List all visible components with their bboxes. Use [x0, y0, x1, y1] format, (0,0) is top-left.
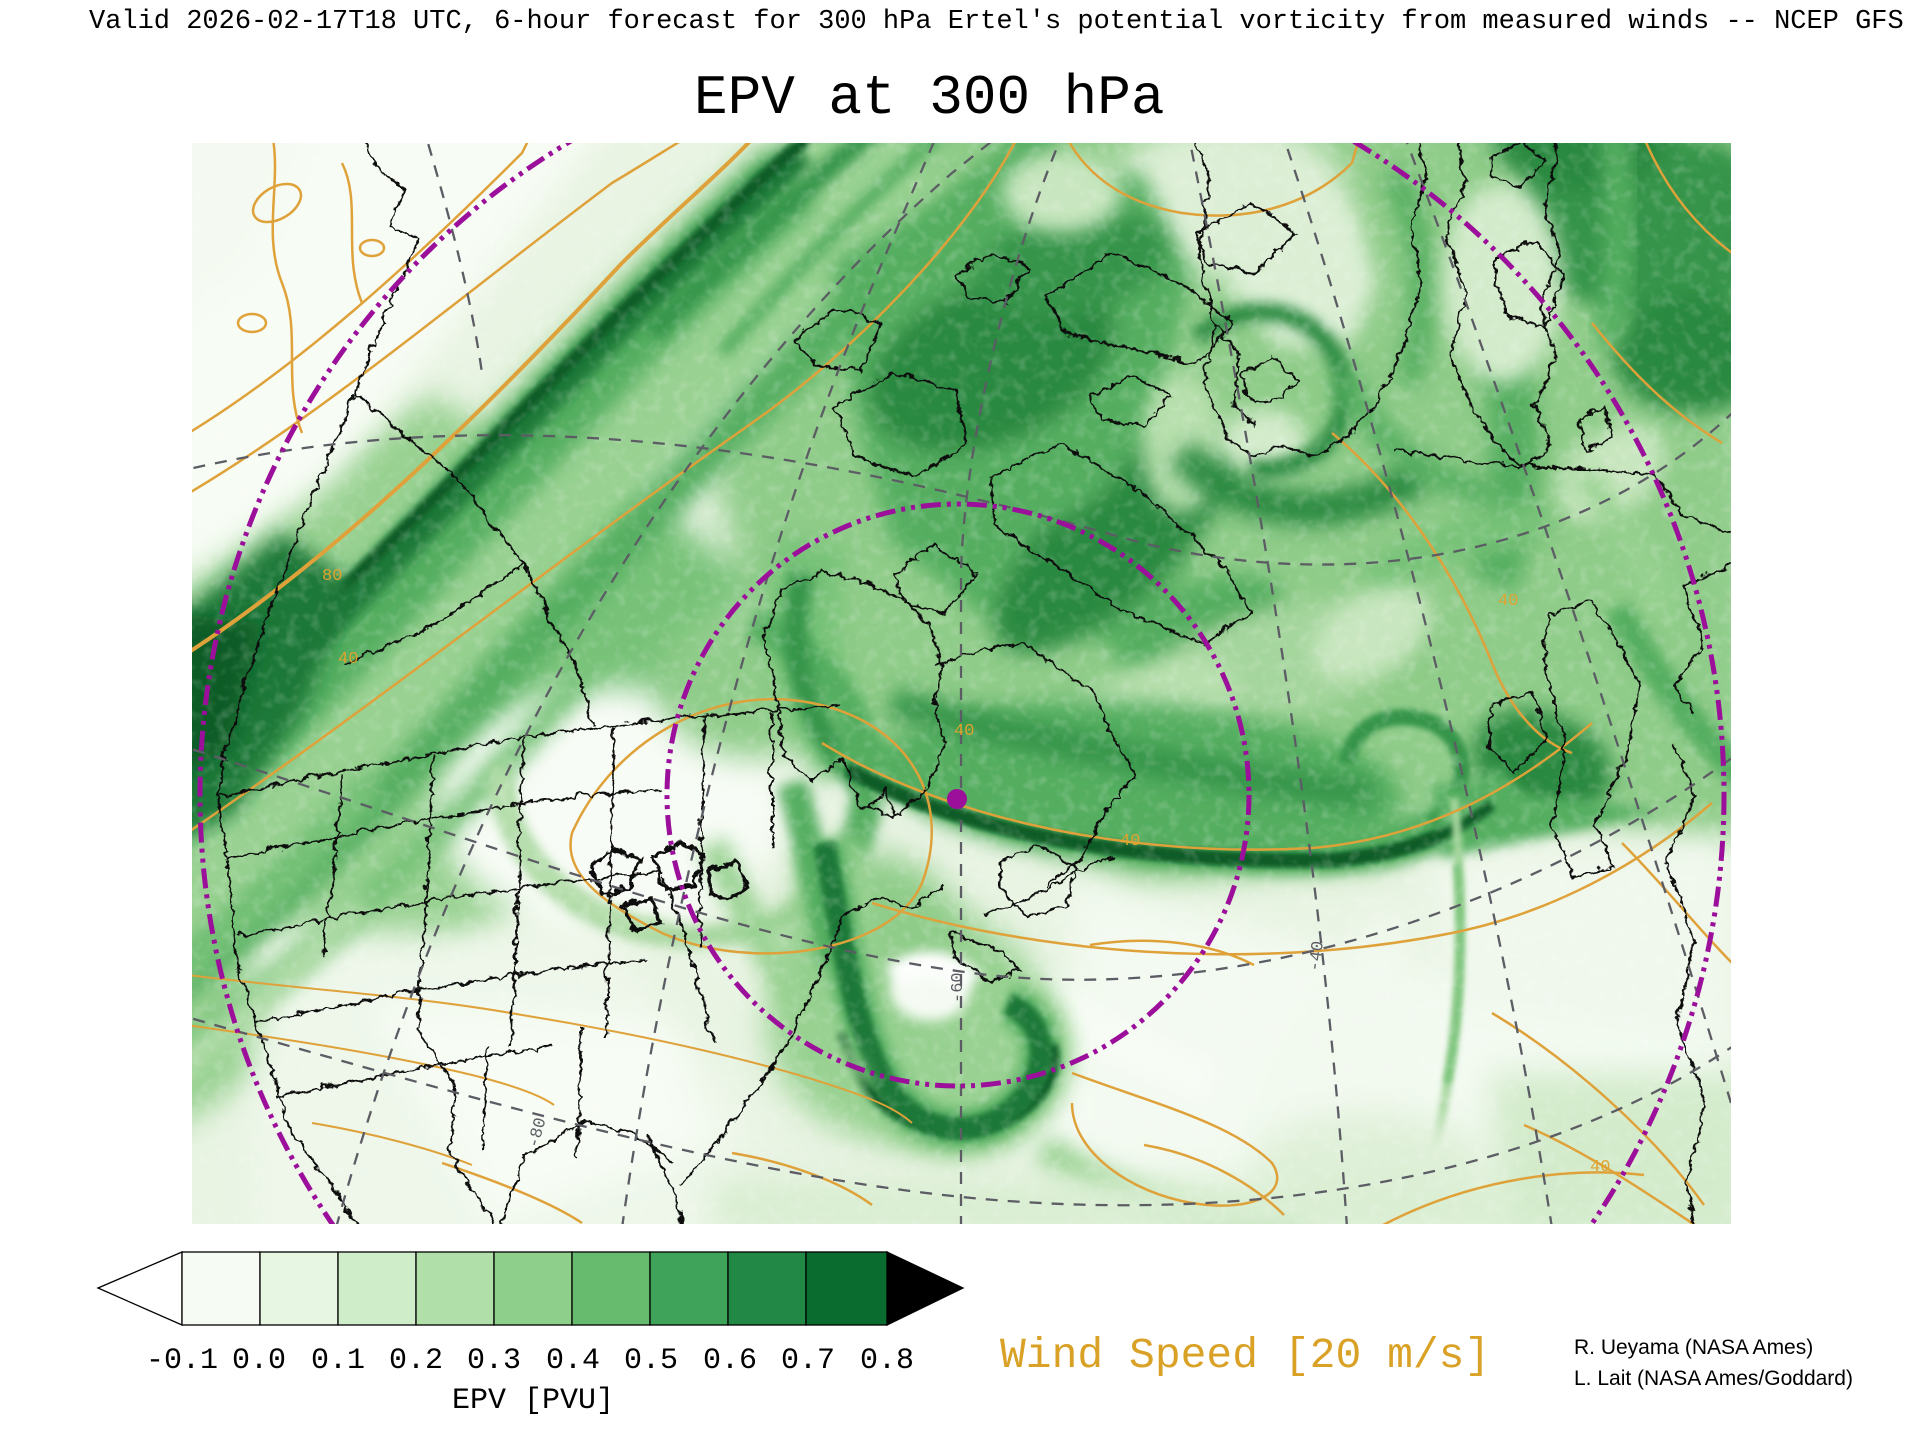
svg-text:80: 80 [322, 567, 342, 586]
svg-text:40: 40 [338, 650, 358, 669]
svg-text:40: 40 [1498, 592, 1518, 611]
svg-text:40: 40 [954, 722, 974, 741]
svg-text:40: 40 [1120, 832, 1140, 851]
svg-text:-40: -40 [1306, 940, 1329, 973]
svg-text:-60: -60 [949, 972, 968, 1003]
svg-text:40: 40 [1590, 1158, 1610, 1177]
